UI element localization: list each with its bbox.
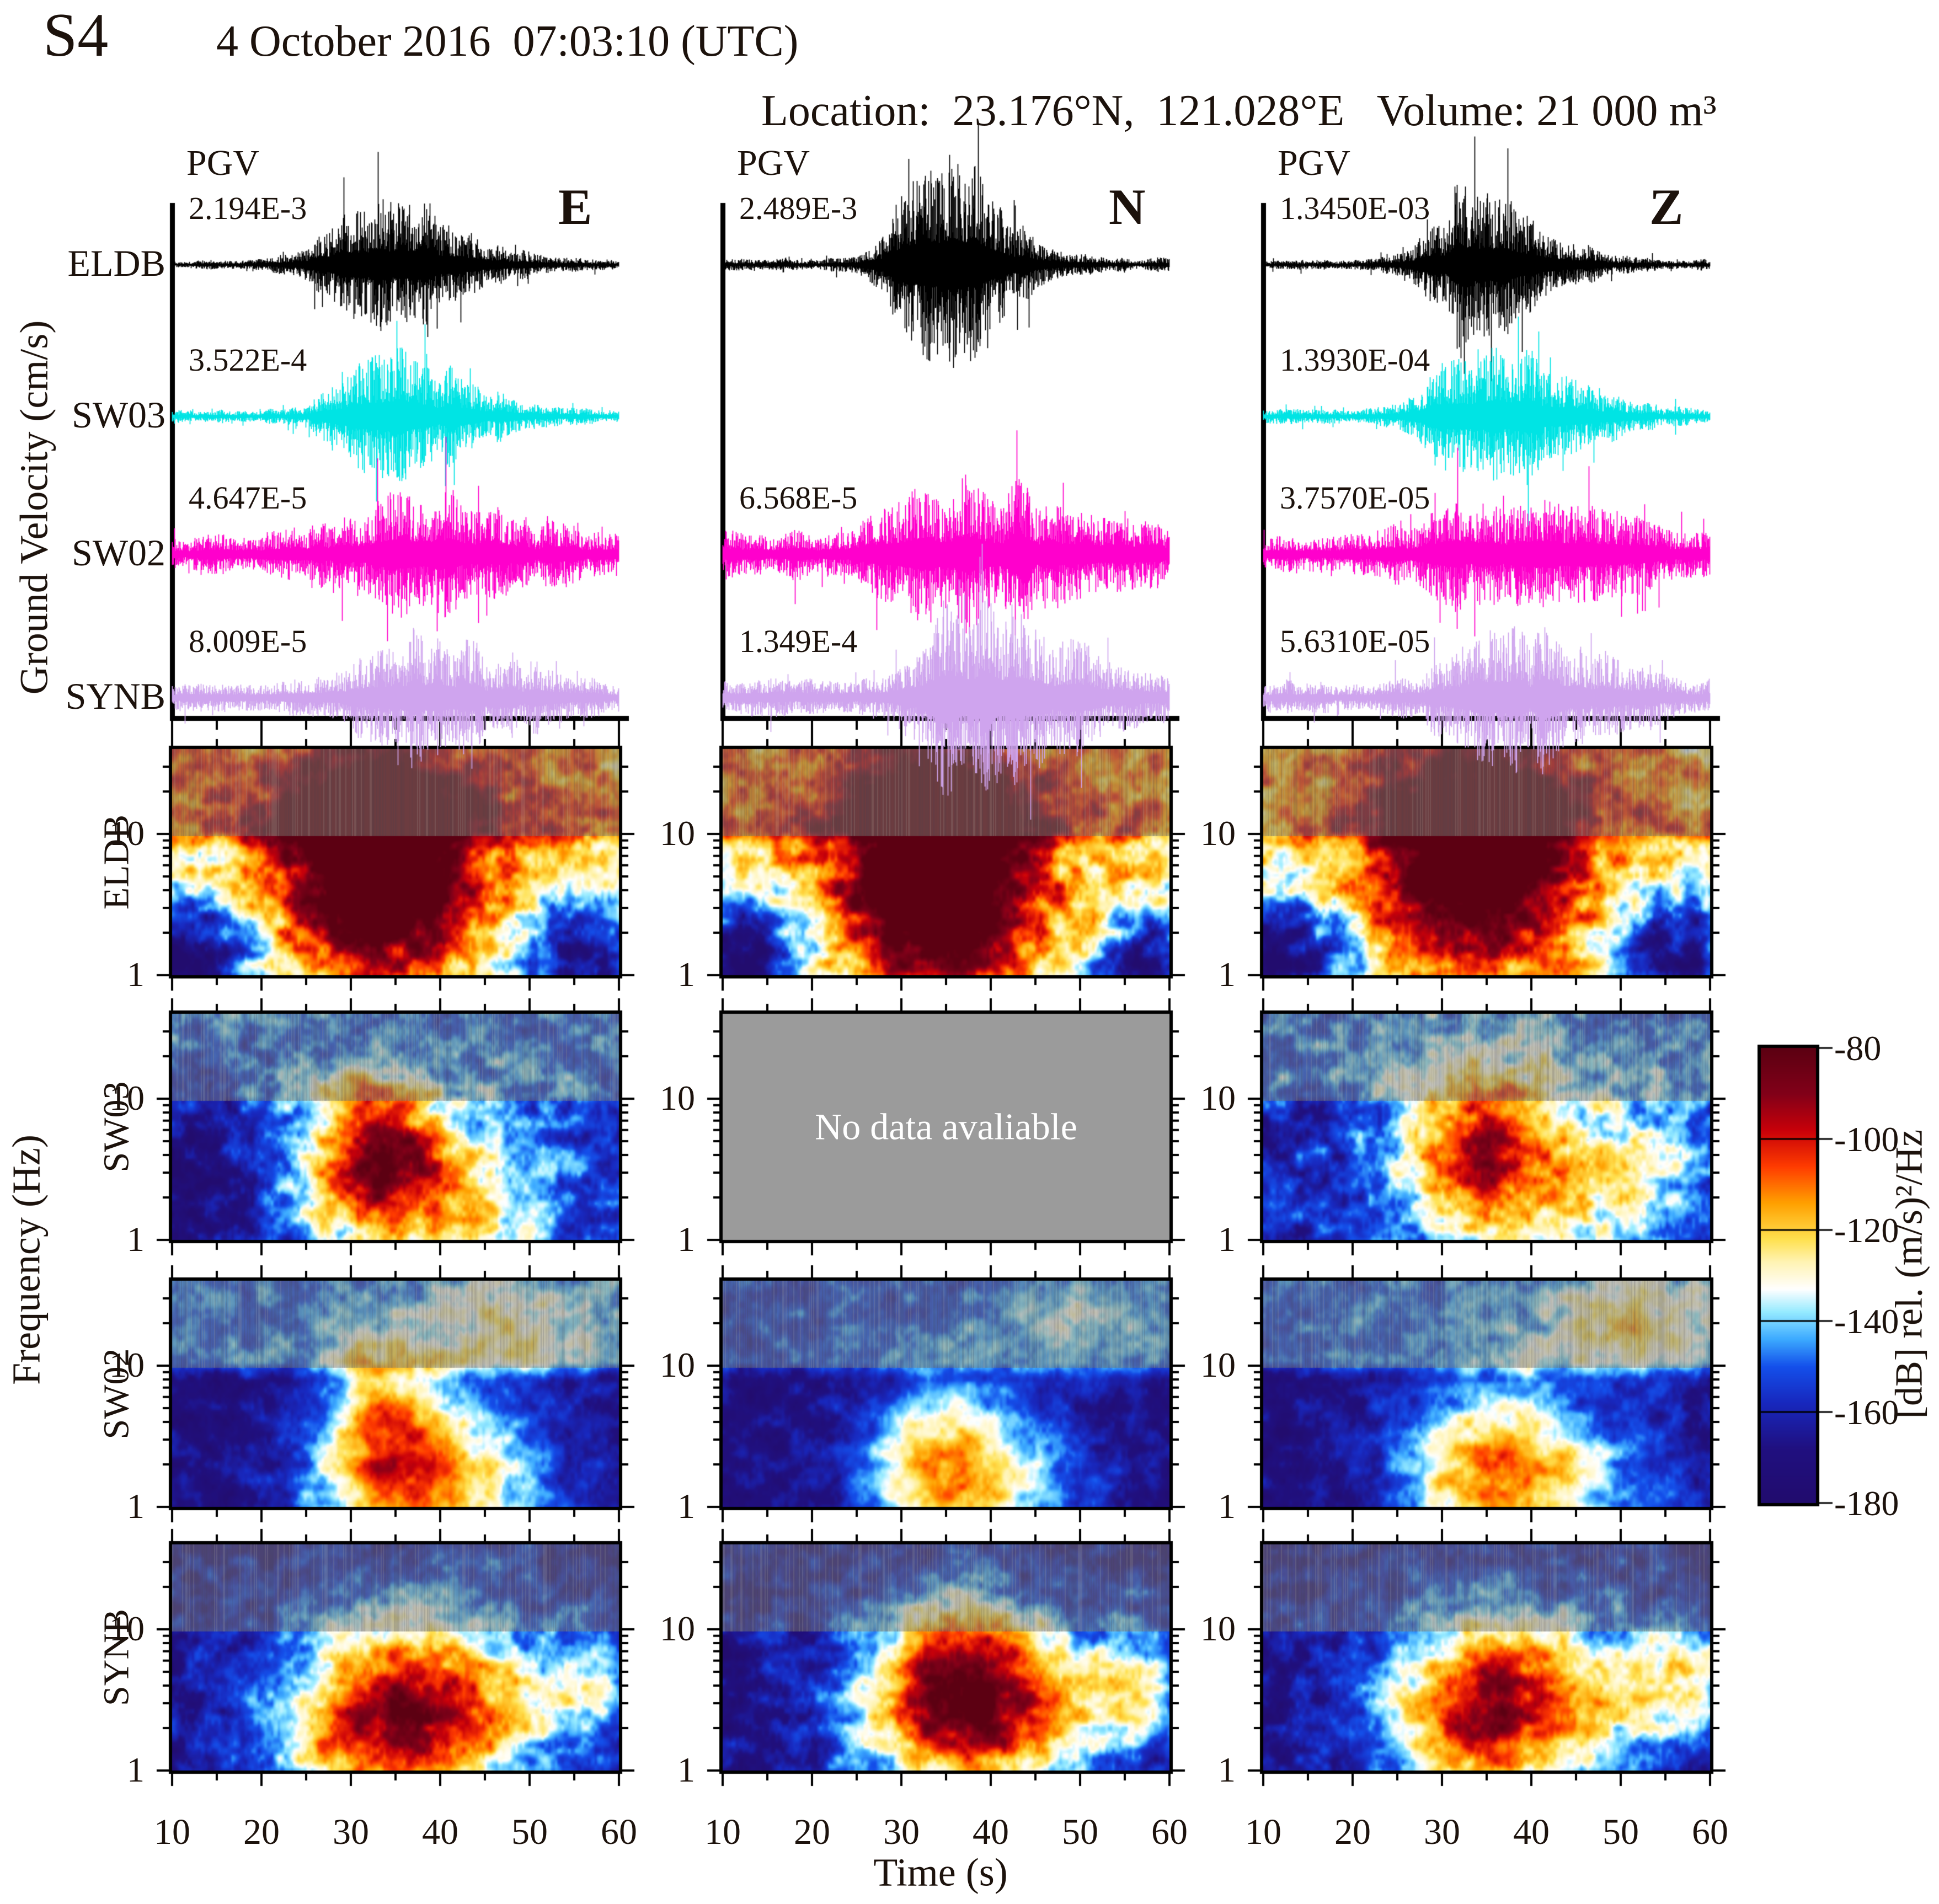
y-tick-1-SW02-Z: 1 [1218, 1486, 1236, 1526]
colorbar-tick--160: -160 [1834, 1393, 1899, 1432]
waveform-station-label-ELDB: ELDB [67, 242, 165, 284]
colorbar-axis-title: [dB] rel. (m/s)²/Hz [1888, 1129, 1931, 1419]
x-tick-label-Z-30: 30 [1424, 1812, 1460, 1852]
x-tick-label-E-10: 10 [154, 1812, 190, 1852]
pgv-header-Z: PGV [1278, 143, 1351, 183]
y-tick-10-SYNB-E: 10 [109, 1609, 145, 1649]
colorbar-tick--80: -80 [1834, 1029, 1882, 1068]
y-tick-1-SW03-E: 1 [127, 1220, 145, 1259]
colorbar-tick--100: -100 [1834, 1120, 1899, 1159]
spectrogram-panel-SYNB-Z [1263, 1544, 1710, 1771]
y-tick-1-ELDB-E: 1 [127, 955, 145, 994]
y-tick-1-ELDB-Z: 1 [1218, 955, 1236, 994]
spectrogram-panel-SW03-Z [1263, 1014, 1710, 1240]
y-tick-1-SYNB-Z: 1 [1218, 1750, 1236, 1789]
x-tick-label-N-30: 30 [883, 1812, 920, 1852]
component-label-N: N [1109, 179, 1146, 235]
x-tick-label-Z-60: 60 [1692, 1812, 1728, 1852]
spectrogram-y-axis-title: Frequency (Hz) [4, 1135, 49, 1385]
spectrogram-panel-SW02-N [723, 1281, 1169, 1507]
x-tick-label-N-10: 10 [704, 1812, 741, 1852]
time-axis-title: Time (s) [873, 1850, 1008, 1895]
no-data-label: No data avaliable [815, 1105, 1077, 1148]
y-tick-10-SYNB-Z: 10 [1200, 1609, 1236, 1649]
spectrogram-panel-SW03-E [172, 1014, 619, 1240]
y-tick-10-SW02-N: 10 [660, 1345, 695, 1385]
x-tick-label-N-60: 60 [1151, 1812, 1188, 1852]
spectrogram-panel-ELDB-Z [1263, 749, 1710, 975]
x-tick-label-E-50: 50 [511, 1812, 548, 1852]
y-tick-10-ELDB-Z: 10 [1200, 814, 1236, 853]
colorbar-tick--180: -180 [1834, 1484, 1899, 1523]
y-tick-1-SW02-E: 1 [127, 1486, 145, 1526]
colorbar-tick--140: -140 [1834, 1302, 1899, 1341]
pgv-value-E-SW02: 4.647E-5 [189, 480, 307, 516]
pgv-value-N-SW02: 6.568E-5 [739, 480, 858, 516]
spectrogram-panel-ELDB-E [172, 749, 619, 975]
spectrogram-panel-SW02-E [172, 1281, 619, 1507]
component-label-E: E [558, 179, 592, 235]
figure-tag: S4 [43, 1, 109, 69]
y-tick-10-ELDB-E: 10 [109, 814, 145, 853]
x-tick-label-Z-20: 20 [1334, 1812, 1371, 1852]
spectrogram-panel-SYNB-E [172, 1544, 619, 1771]
spectrogram-panel-SW03-N [723, 1014, 1169, 1240]
y-tick-10-SW02-E: 10 [109, 1345, 145, 1385]
waveform-station-label-SW02: SW02 [72, 532, 165, 574]
x-tick-label-E-40: 40 [422, 1812, 458, 1852]
pgv-value-E-ELDB: 2.194E-3 [189, 190, 307, 226]
x-tick-label-E-30: 30 [333, 1812, 369, 1852]
x-tick-label-N-40: 40 [973, 1812, 1009, 1852]
y-tick-10-SW02-Z: 10 [1200, 1345, 1236, 1385]
component-label-Z: Z [1649, 179, 1684, 235]
spectrogram-panel-SW02-Z [1263, 1281, 1710, 1507]
pgv-value-Z-ELDB: 1.3450E-03 [1280, 190, 1430, 226]
y-tick-1-SYNB-N: 1 [677, 1750, 695, 1789]
waveform-panel-N [723, 203, 1169, 718]
waveform-station-label-SYNB: SYNB [65, 675, 165, 717]
pgv-value-Z-SW02: 3.7570E-05 [1280, 480, 1430, 516]
x-tick-label-E-60: 60 [601, 1812, 637, 1852]
event-info-line: Location: 23.176°N, 121.028°E Volume: 21… [761, 87, 1717, 135]
pgv-header-E: PGV [186, 143, 260, 183]
y-tick-1-SW02-N: 1 [677, 1486, 695, 1526]
y-tick-10-SYNB-N: 10 [660, 1609, 695, 1649]
x-tick-label-Z-10: 10 [1245, 1812, 1281, 1852]
pgv-header-N: PGV [737, 143, 810, 183]
y-tick-1-SW03-N: 1 [677, 1220, 695, 1259]
x-tick-label-N-50: 50 [1062, 1812, 1098, 1852]
x-tick-label-Z-40: 40 [1513, 1812, 1550, 1852]
y-tick-1-SW03-Z: 1 [1218, 1220, 1236, 1259]
x-tick-label-Z-50: 50 [1603, 1812, 1639, 1852]
spectrogram-panel-ELDB-N [723, 749, 1169, 975]
waveform-station-label-SW03: SW03 [72, 394, 165, 436]
pgv-value-Z-SYNB: 5.6310E-05 [1280, 623, 1430, 659]
pgv-value-Z-SW03: 1.3930E-04 [1280, 342, 1430, 378]
colorbar-tick--120: -120 [1834, 1211, 1899, 1250]
pgv-value-E-SYNB: 8.009E-5 [189, 623, 307, 659]
waveform-panel-Z [1263, 203, 1710, 718]
x-tick-label-E-20: 20 [243, 1812, 280, 1852]
y-tick-10-SW03-N: 10 [660, 1078, 695, 1118]
y-tick-1-ELDB-N: 1 [677, 955, 695, 994]
y-tick-10-ELDB-N: 10 [660, 814, 695, 853]
figure-datetime: 4 October 2016 07:03:10 (UTC) [216, 17, 799, 66]
pgv-value-N-ELDB: 2.489E-3 [739, 190, 858, 226]
x-tick-label-N-20: 20 [794, 1812, 830, 1852]
waveform-y-axis-title: Ground Velocity (cm/s) [12, 320, 56, 695]
y-tick-10-SW03-E: 10 [109, 1078, 145, 1118]
spectrogram-panel-SYNB-N [723, 1544, 1169, 1771]
pgv-value-N-SYNB: 1.349E-4 [739, 623, 858, 659]
y-tick-1-SYNB-E: 1 [127, 1750, 145, 1789]
waveform-panel-E [172, 203, 619, 718]
y-tick-10-SW03-Z: 10 [1200, 1078, 1236, 1118]
pgv-value-E-SW03: 3.522E-4 [189, 342, 307, 378]
